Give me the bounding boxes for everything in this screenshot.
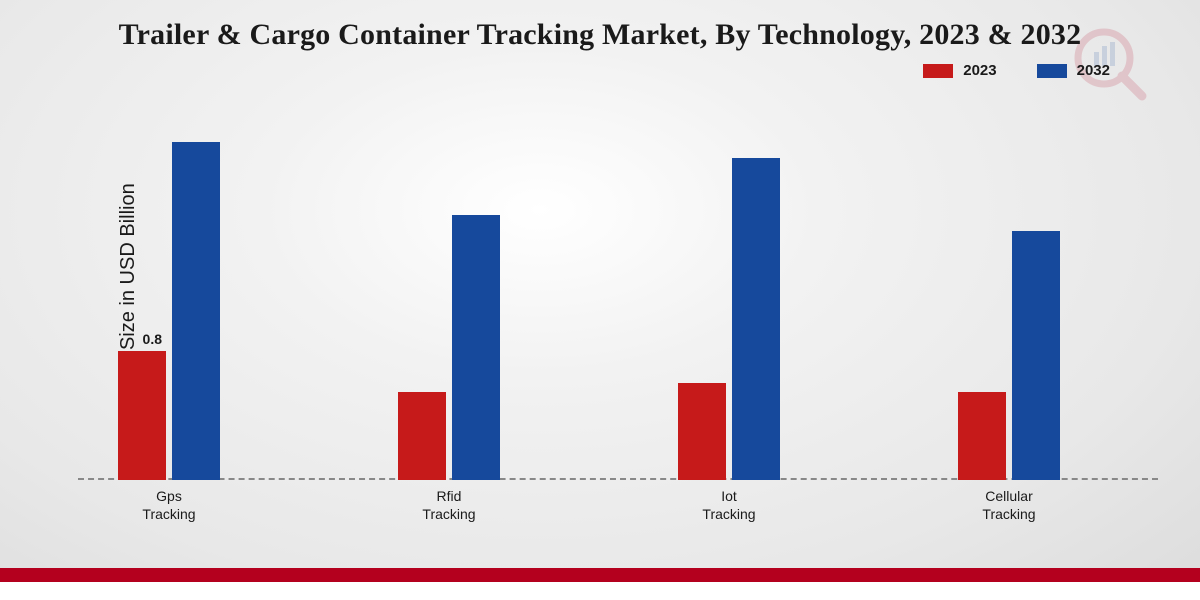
bottom-white-stripe <box>0 582 1200 600</box>
x-axis-label: CellularTracking <box>939 488 1079 523</box>
legend-swatch-2023 <box>923 64 953 78</box>
legend-item-2032: 2032 <box>1037 62 1110 79</box>
bar-2023 <box>958 392 1006 480</box>
bar-group: RfidTracking <box>398 215 500 480</box>
bar-2032 <box>452 215 500 480</box>
bar-group: 0.8GpsTracking <box>118 142 220 480</box>
bar-2023 <box>678 383 726 480</box>
x-axis-label: GpsTracking <box>99 488 239 523</box>
bar-data-label: 0.8 <box>143 331 162 347</box>
bottom-red-stripe <box>0 568 1200 582</box>
legend-label-2032: 2032 <box>1077 62 1110 79</box>
legend-item-2023: 2023 <box>923 62 996 79</box>
bar-group: CellularTracking <box>958 231 1060 480</box>
chart-container: { "title": "Trailer & Cargo Container Tr… <box>0 0 1200 600</box>
bar-2032 <box>732 158 780 480</box>
bar-2023 <box>398 392 446 480</box>
bar-2032 <box>172 142 220 480</box>
chart-title: Trailer & Cargo Container Tracking Marke… <box>0 18 1200 52</box>
bar-2032 <box>1012 231 1060 480</box>
plot-area: 0.8GpsTracking RfidTracking IotTracking Cel… <box>78 110 1158 480</box>
bar-2023: 0.8 <box>118 351 166 480</box>
bottom-bar <box>0 568 1200 600</box>
legend-label-2023: 2023 <box>963 62 996 79</box>
legend-swatch-2032 <box>1037 64 1067 78</box>
legend: 2023 2032 <box>923 62 1110 79</box>
x-axis-label: IotTracking <box>659 488 799 523</box>
x-axis-label: RfidTracking <box>379 488 519 523</box>
bar-group: IotTracking <box>678 158 780 480</box>
